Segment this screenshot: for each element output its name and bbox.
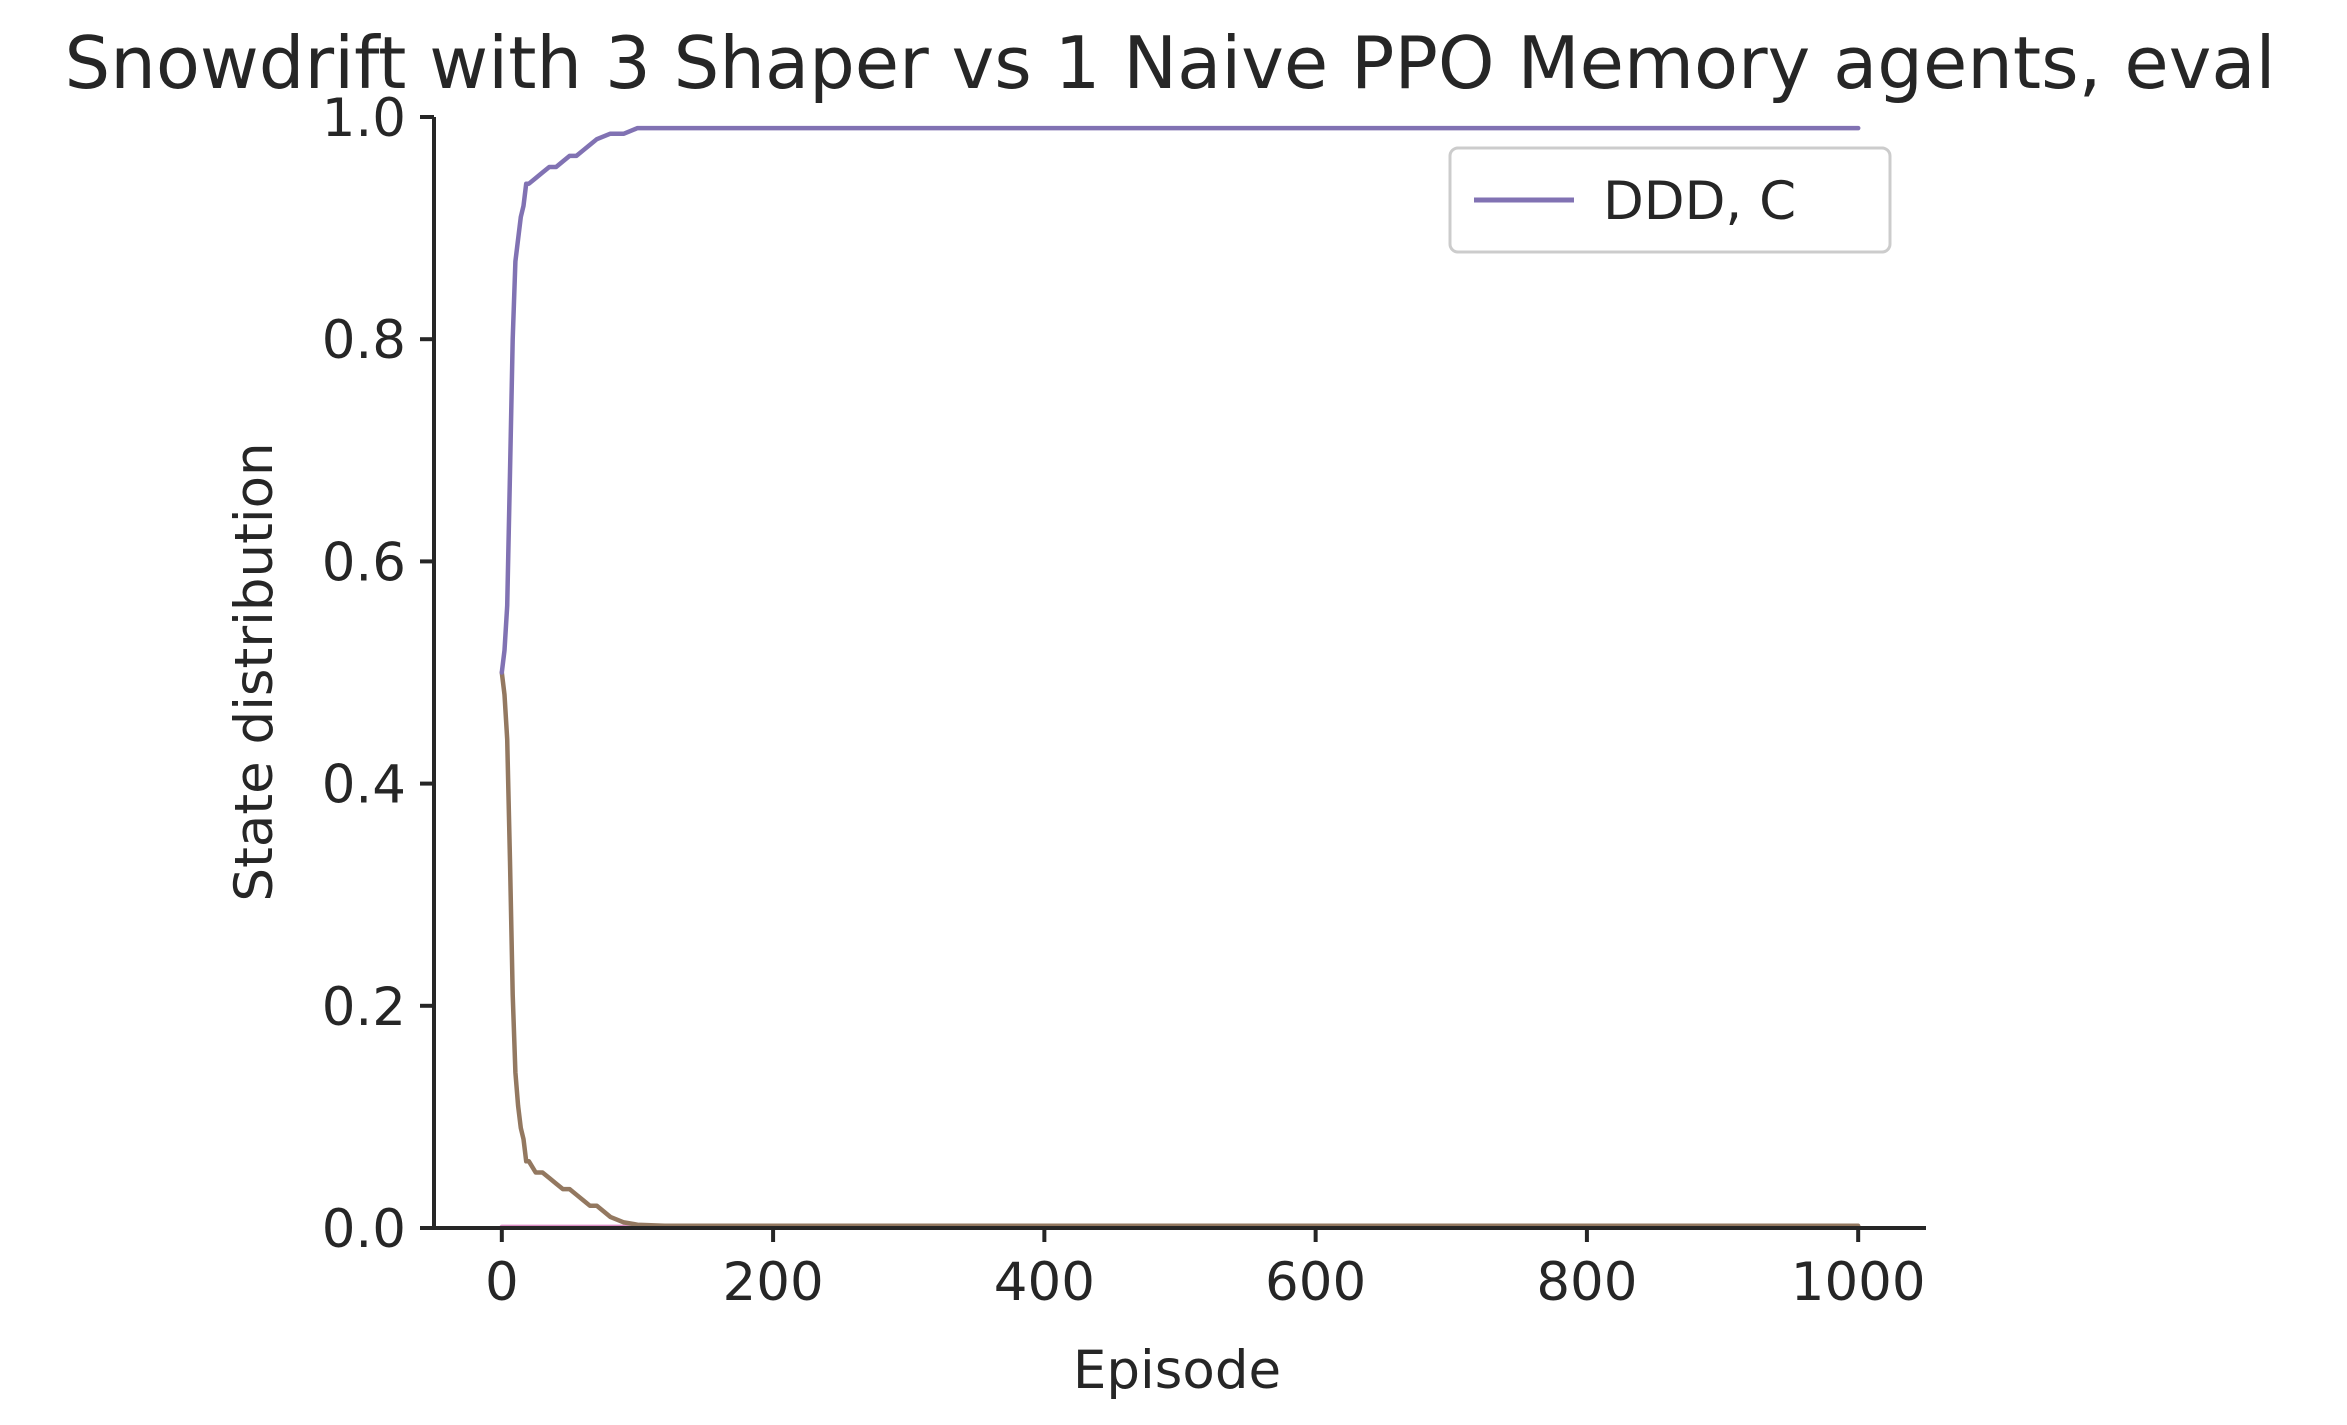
y-tick-label: 0.6 <box>322 532 406 593</box>
x-tick-label: 600 <box>1265 1252 1366 1313</box>
legend-label: DDD, C <box>1603 171 1796 232</box>
x-ticks: 0 200 400 600 800 1000 <box>485 1228 1926 1313</box>
x-tick-label: 800 <box>1536 1252 1637 1313</box>
x-tick-label: 1000 <box>1791 1252 1926 1313</box>
plot-series <box>499 125 1861 1230</box>
series-line-0 <box>499 125 1861 675</box>
y-axis-label: State distribution <box>224 442 285 901</box>
x-axis-label: Episode <box>1073 1340 1281 1401</box>
y-tick-label: 0.2 <box>322 977 406 1038</box>
legend-box <box>1448 146 1892 254</box>
y-tick-label: 1.0 <box>322 88 406 149</box>
chart-title: Snowdrift with 3 Shaper vs 1 Naive PPO M… <box>65 21 2276 105</box>
series-line-1 <box>499 670 1861 1229</box>
legend: DDD, C <box>1448 146 1892 254</box>
x-tick-label: 400 <box>994 1252 1095 1313</box>
y-tick-label: 0.0 <box>322 1199 406 1260</box>
x-tick-label: 0 <box>485 1252 519 1313</box>
x-tick-label: 200 <box>723 1252 824 1313</box>
y-tick-label: 0.4 <box>322 755 406 816</box>
y-tick-label: 0.8 <box>322 310 406 371</box>
y-ticks: 0.0 0.2 0.4 0.6 0.8 1.0 <box>322 88 434 1260</box>
